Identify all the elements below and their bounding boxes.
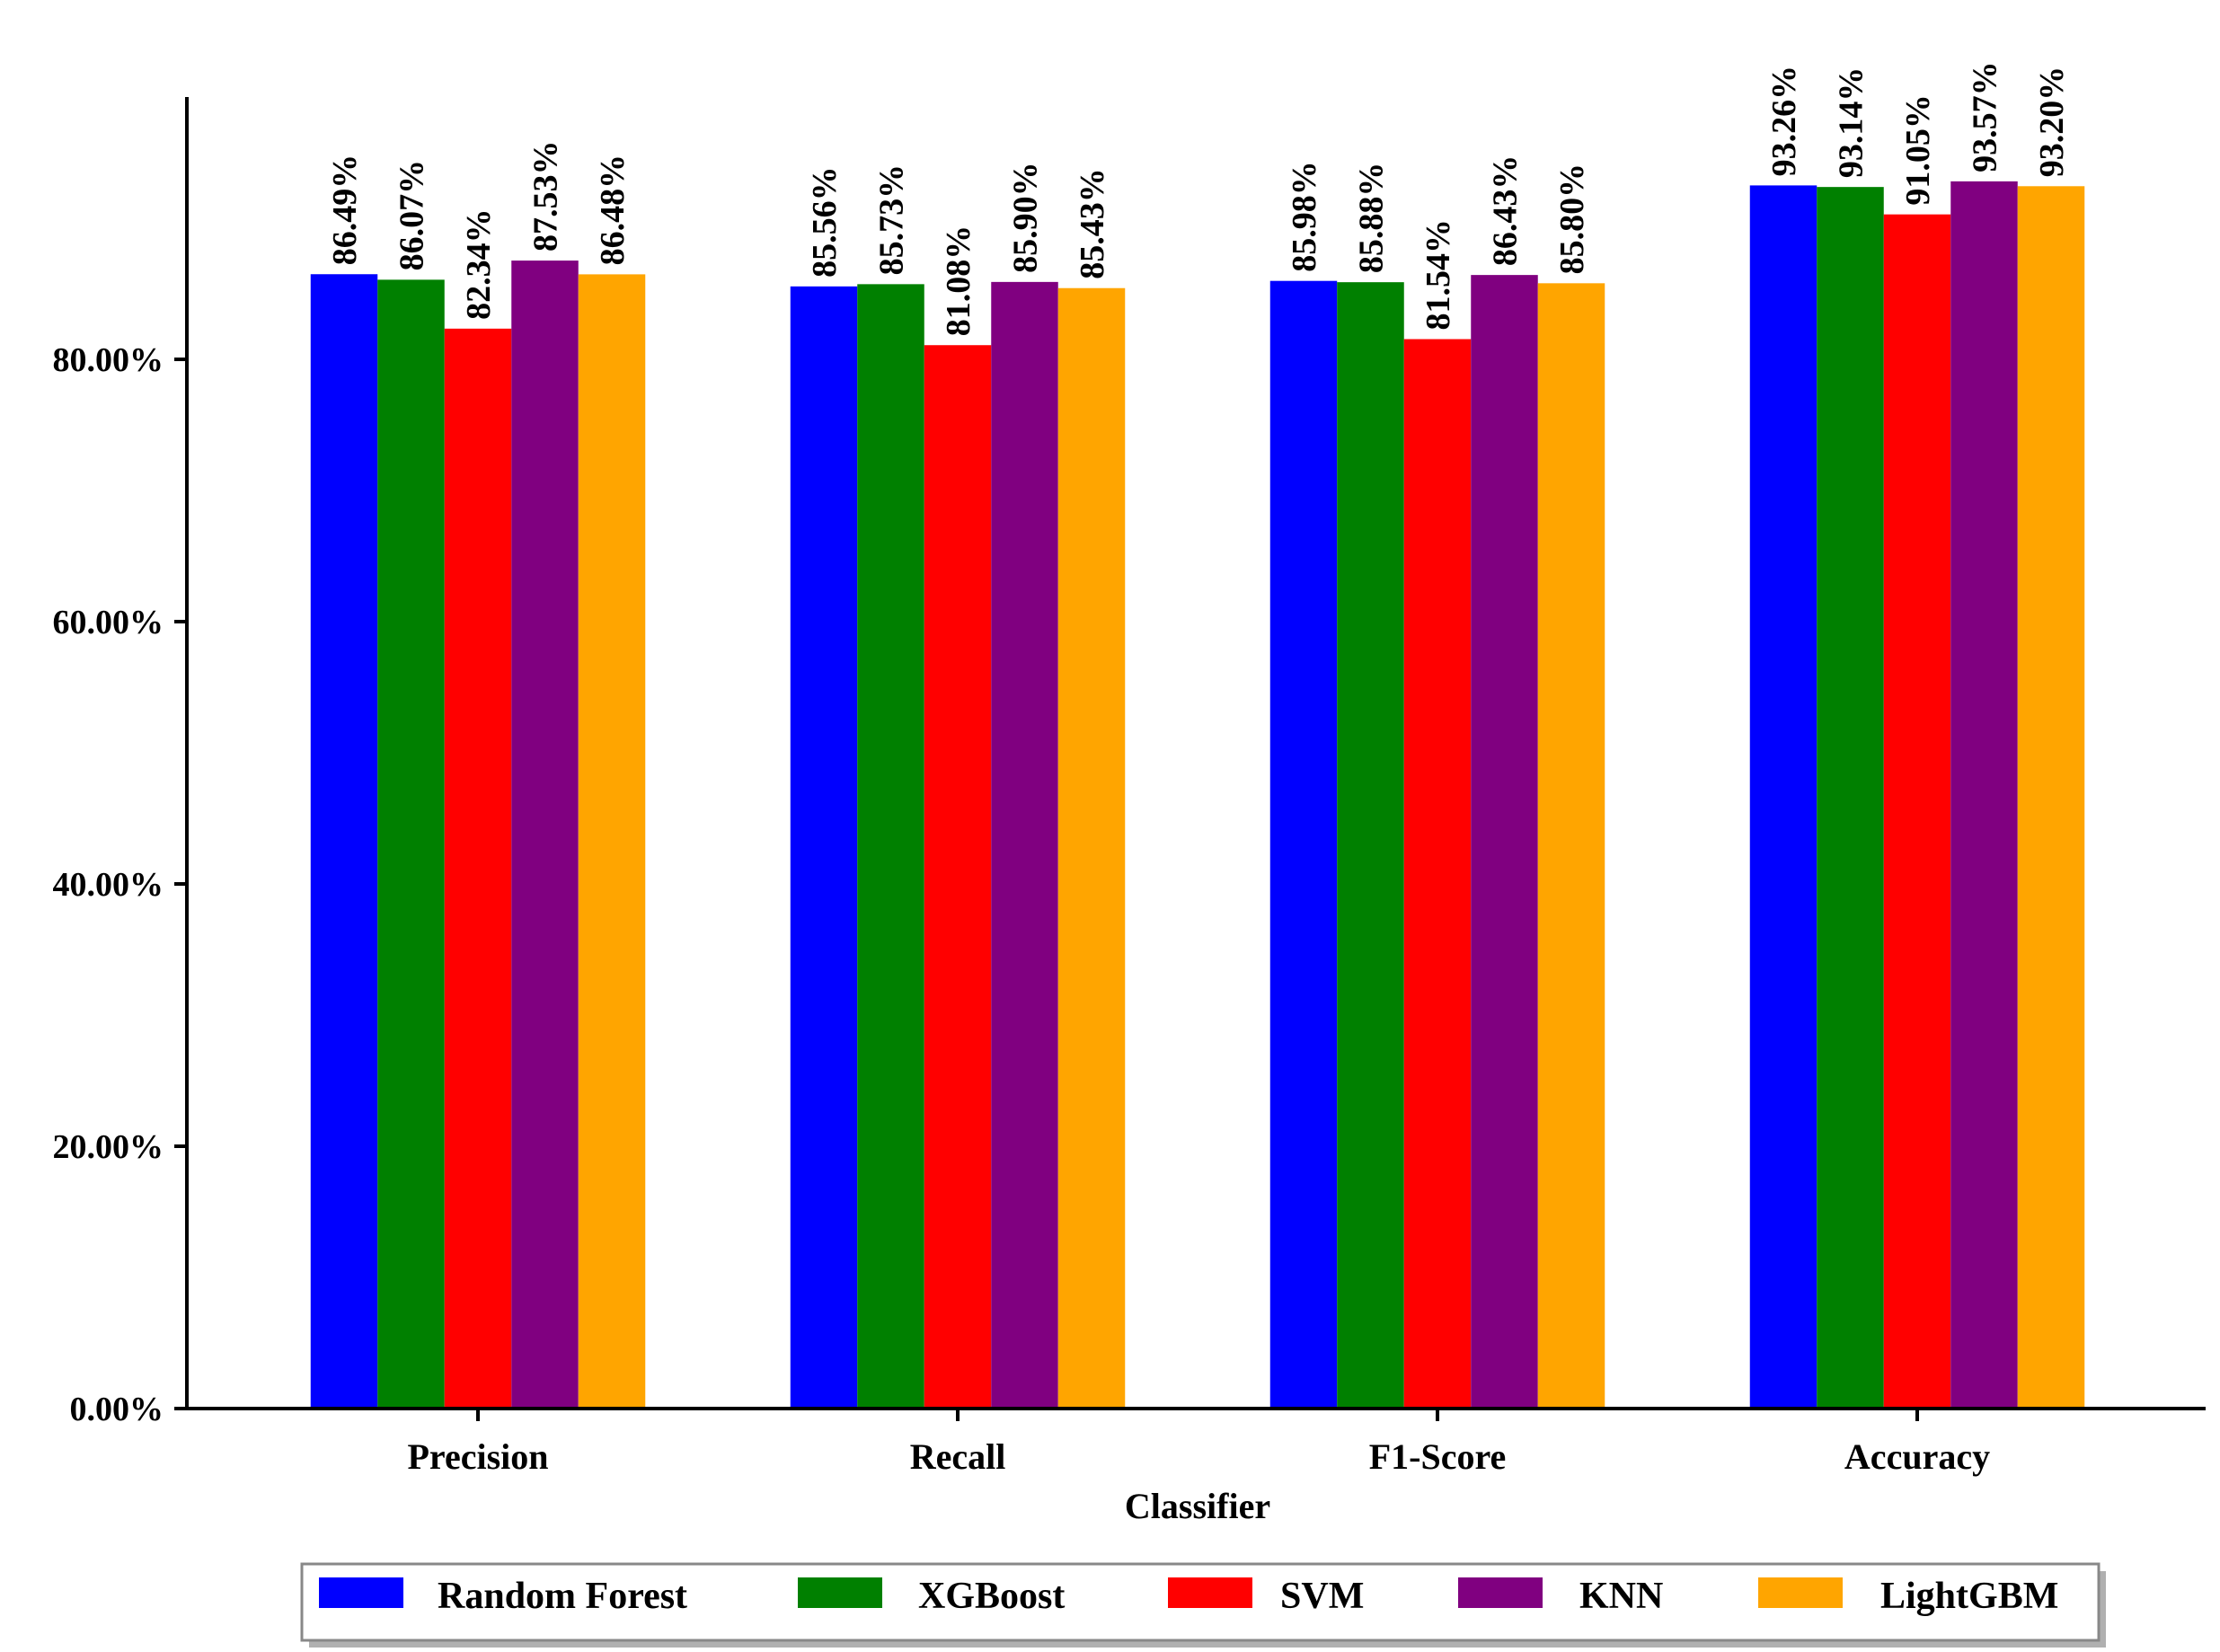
bar-svm-f1-score	[1403, 339, 1472, 1409]
bar-svm-precision	[444, 328, 512, 1409]
y-ticks: 0.00% 20.00% 40.00% 60.00% 80.00%	[53, 341, 187, 1428]
bar-knn-accuracy	[1950, 181, 2018, 1409]
legend-swatch-random-forest	[319, 1577, 403, 1608]
data-label: 93.57%	[1967, 61, 2004, 172]
x-axis-title: Classifier	[1125, 1486, 1270, 1526]
bar-lightgbm-recall	[1057, 287, 1126, 1409]
data-label: 93.14%	[1833, 67, 1871, 179]
data-label: 82.34%	[460, 208, 498, 320]
x-tick-label: F1-Score	[1369, 1436, 1507, 1477]
axes	[185, 97, 2206, 1410]
data-label: 86.49%	[326, 155, 364, 266]
y-tick-label: 60.00%	[53, 604, 164, 641]
data-label: 91.05%	[1899, 94, 1937, 206]
x-ticks: Precision Recall F1-Score Accuracy	[407, 1409, 1990, 1477]
data-labels: 86.49% 85.56% 85.98% 93.26% 86.07% 85.73% 85.8…	[326, 61, 2071, 336]
legend-swatch-knn	[1458, 1577, 1543, 1608]
bars	[310, 181, 2085, 1409]
bar-xgboost-recall	[857, 284, 924, 1409]
data-label: 93.20%	[2033, 66, 2071, 178]
data-label: 81.08%	[940, 225, 977, 337]
x-tick-label: Recall	[910, 1436, 1006, 1477]
legend-label-knn: KNN	[1579, 1576, 1663, 1617]
data-label: 85.98%	[1286, 161, 1323, 272]
bar-svm-accuracy	[1883, 214, 1951, 1409]
data-label: 85.88%	[1353, 163, 1391, 274]
data-label: 87.53%	[527, 141, 565, 252]
bar-knn-f1-score	[1471, 275, 1538, 1409]
data-label: 81.54%	[1420, 219, 1457, 331]
bar-lightgbm-precision	[578, 274, 646, 1409]
bar-random-forest-f1-score	[1269, 280, 1338, 1409]
data-label: 86.48%	[594, 155, 632, 266]
bar-random-forest-precision	[310, 274, 378, 1409]
bar-xgboost-accuracy	[1817, 187, 1884, 1409]
legend-swatch-lightgbm	[1758, 1577, 1843, 1608]
data-label: 85.43%	[1074, 168, 1111, 279]
y-tick-label: 40.00%	[53, 866, 164, 904]
bar-lightgbm-accuracy	[2017, 186, 2085, 1409]
legend-label-random-forest: Random Forest	[438, 1576, 687, 1617]
data-label: 86.43%	[1487, 155, 1525, 267]
legend: Random Forest XGBoost SVM KNN LightGBM	[300, 1562, 2106, 1648]
bar-xgboost-precision	[377, 279, 445, 1409]
x-tick-label: Precision	[407, 1436, 548, 1477]
legend-swatch-xgboost	[798, 1577, 882, 1608]
bar-knn-recall	[991, 281, 1058, 1409]
bar-knn-precision	[511, 261, 579, 1409]
data-label: 85.90%	[1007, 162, 1045, 273]
x-tick-label: Accuracy	[1844, 1436, 1990, 1477]
data-label: 93.26%	[1765, 66, 1803, 177]
bar-random-forest-accuracy	[1749, 185, 1818, 1409]
data-label: 86.07%	[394, 160, 431, 271]
bar-xgboost-f1-score	[1337, 282, 1404, 1409]
bar-svm-recall	[924, 345, 992, 1409]
legend-swatch-svm	[1168, 1577, 1252, 1608]
legend-label-xgboost: XGBoost	[918, 1576, 1065, 1617]
y-tick-label: 20.00%	[53, 1128, 164, 1166]
data-label: 85.80%	[1553, 163, 1591, 275]
legend-label-lightgbm: LightGBM	[1880, 1576, 2058, 1617]
y-tick-label: 0.00%	[70, 1391, 164, 1428]
y-tick-label: 80.00%	[53, 341, 164, 379]
data-label: 85.56%	[806, 166, 844, 278]
data-label: 85.73%	[873, 164, 911, 276]
legend-label-svm: SVM	[1280, 1576, 1364, 1617]
bar-random-forest-recall	[790, 286, 858, 1409]
bar-lightgbm-f1-score	[1537, 283, 1605, 1409]
